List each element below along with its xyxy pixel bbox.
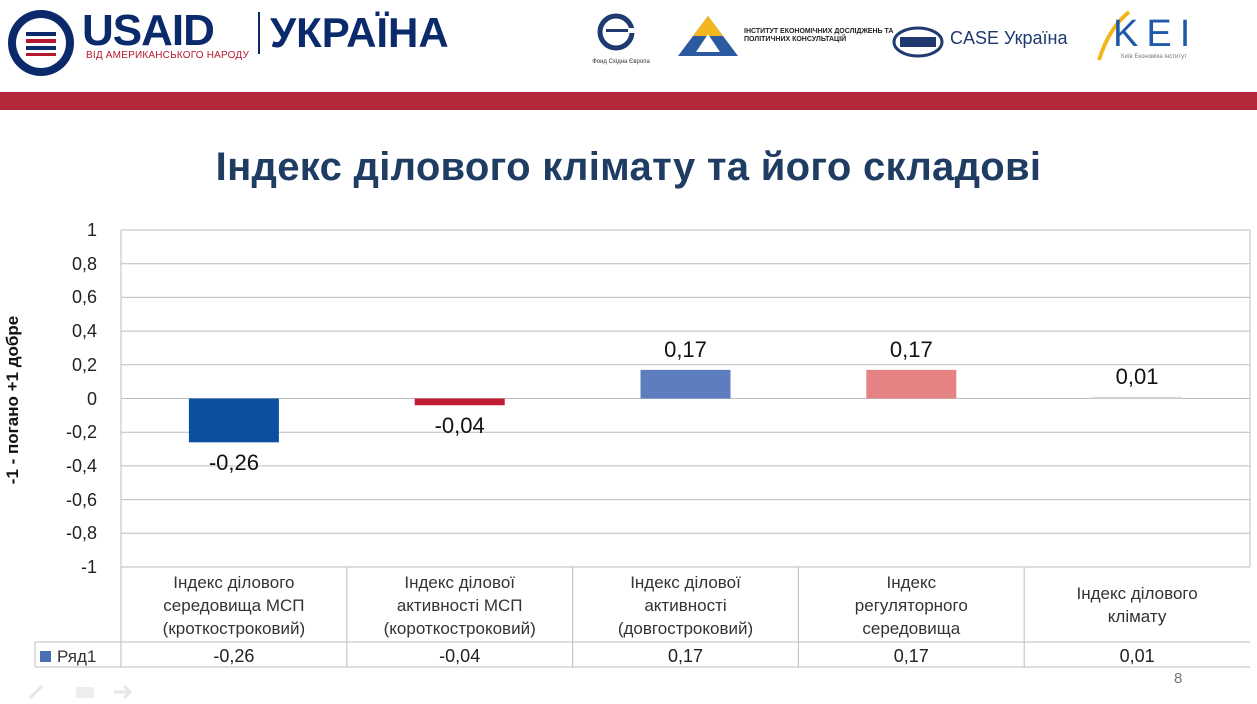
y-tick-label: 0 [86, 388, 97, 409]
y-tick-label: -0,4 [65, 455, 97, 476]
partner-logo-kei: KEI Київ Економіка Інститут [1095, 8, 1225, 64]
category-label: Індекс ділового середовища МСП (кротко­стр… [123, 571, 345, 640]
bar [640, 369, 731, 399]
category-label-line: Індекс ділової [630, 573, 741, 592]
header-stripe [0, 92, 1257, 110]
bar [414, 398, 505, 406]
bar [188, 398, 279, 443]
header-bar: USAID ВІД АМЕРИКАНСЬКОГО НАРОДУ УКРАЇНА … [0, 0, 1257, 92]
usaid-wordmark: USAID [82, 6, 215, 55]
category-label-line: (довгостроковий) [617, 619, 754, 638]
kei-swoosh-icon [1097, 10, 1131, 61]
header-divider [258, 12, 260, 54]
category-label-line: активності [644, 596, 727, 615]
y-tick-label: -0,2 [65, 422, 97, 443]
category-label-line: регуляторного [854, 596, 968, 615]
category-label-line: Індекс ділового [1076, 584, 1198, 603]
data-label: -0,26 [208, 450, 259, 476]
table-value-cell: 0,17 [893, 646, 929, 666]
country-name: УКРАЇНА [270, 9, 449, 56]
y-tick-label: 0,2 [71, 354, 97, 375]
legend-series-name: Ряд1 [57, 647, 97, 666]
slide-nav-controls[interactable] [18, 682, 148, 702]
ier-logo-text: ІНСТИТУТ ЕКОНОМІЧНИХ ДОСЛІДЖЕНЬ ТА ПОЛІТ… [744, 28, 894, 43]
category-label: Індекс регуляторного середовища [800, 571, 1022, 640]
menu-icon[interactable] [76, 687, 94, 698]
category-label-line: Індекс ділової [404, 573, 515, 592]
eef-logo-text: Фонд Східна Європа [592, 59, 650, 65]
partner-logo-ier: ІНСТИТУТ ЕКОНОМІЧНИХ ДОСЛІДЖЕНЬ ТА ПОЛІТ… [676, 14, 894, 58]
category-label-line: Індекс [886, 573, 937, 592]
category-label: Індекс ділового клімату [1026, 582, 1248, 628]
category-label: Індекс ділової активності (довгостроковий) [575, 571, 797, 640]
data-label: 0,17 [664, 336, 707, 362]
data-table-legend: Ряд1 [40, 647, 96, 667]
table-value-cell: -0,04 [439, 646, 481, 666]
legend-key-swatch [40, 651, 51, 662]
ier-triangle-icon [678, 16, 738, 56]
y-tick-label: -1 [80, 557, 97, 577]
y-tick-label: -0,6 [65, 489, 97, 510]
category-label: Індекс ділової активності МСП (короткостро… [349, 571, 571, 640]
page-number: 8 [1174, 670, 1183, 687]
y-tick-label: 0,4 [71, 321, 97, 342]
category-label-line: Індекс ділового [173, 573, 295, 592]
usaid-seal-icon [8, 10, 74, 76]
table-value-cell: -0,26 [213, 646, 255, 666]
data-label: -0,04 [434, 413, 485, 439]
case-oval-icon [892, 26, 944, 58]
category-label-line: активності МСП [396, 596, 523, 615]
y-tick-label: 1 [86, 220, 97, 240]
case-logo-text: CASE Україна [950, 28, 1068, 48]
y-tick-label: -0,8 [65, 523, 97, 544]
category-label-line: середовища МСП [163, 596, 305, 615]
bar [1092, 396, 1183, 399]
category-label-line: клімату [1107, 607, 1167, 626]
partner-logo-eef: Фонд Східна Європа [578, 10, 664, 70]
kei-logo-subtext: Київ Економіка Інститут [1121, 54, 1187, 60]
data-label: 0,01 [1115, 363, 1159, 389]
table-value-cell: 0,17 [667, 646, 704, 666]
category-label-line: (кротко­строковий) [162, 619, 306, 638]
data-table-lines [34, 567, 1250, 668]
gridlines [120, 229, 1251, 667]
table-value-cell: 0,01 [1119, 646, 1155, 666]
category-label-line: середовища [862, 619, 961, 638]
eef-logo-icon [597, 13, 644, 51]
category-label-line: (короткостроковий) [383, 619, 536, 638]
kei-logo-text: KEI [1113, 13, 1199, 55]
bar [866, 369, 957, 399]
data-label: 0,17 [889, 336, 933, 362]
y-tick-label: 0,6 [71, 287, 97, 308]
chart-title: Індекс ділового клімату та його складові [215, 145, 1042, 189]
next-arrow-icon[interactable] [114, 684, 133, 700]
usaid-tagline: ВІД АМЕРИКАНСЬКОГО НАРОДУ [86, 50, 250, 61]
bars [188, 369, 1183, 443]
pen-icon[interactable] [28, 684, 44, 700]
partner-logo-case: CASE Україна [892, 25, 1082, 65]
y-tick-label: 0,8 [71, 253, 97, 274]
